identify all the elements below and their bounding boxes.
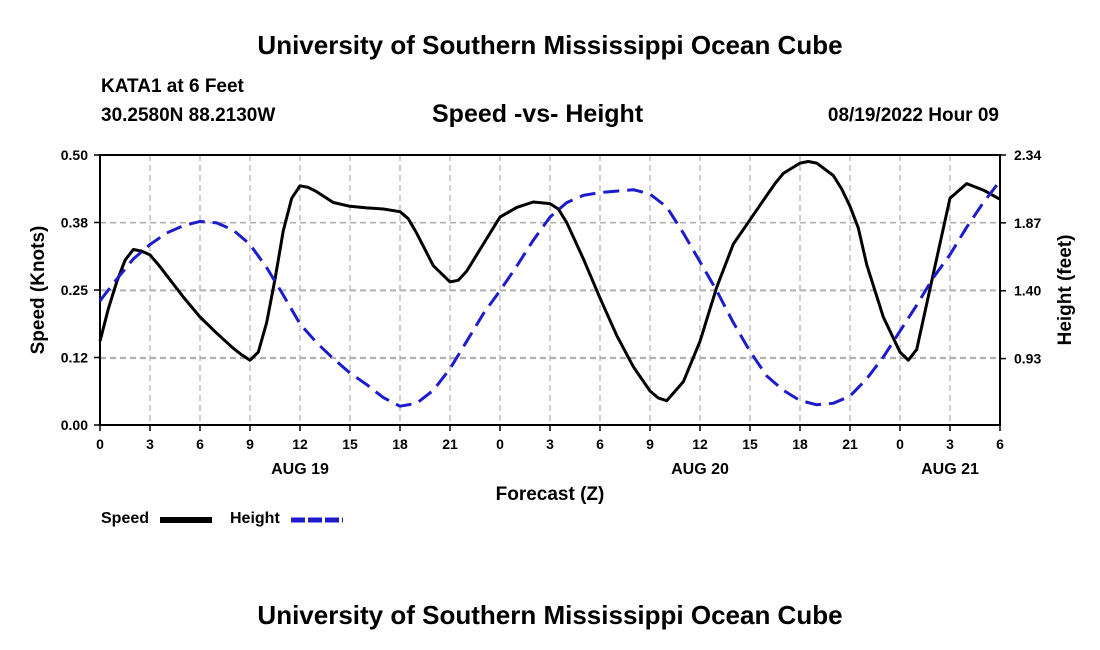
date-label: AUG 19 <box>271 461 329 478</box>
legend-height-swatch <box>291 517 343 523</box>
legend-height: Height <box>230 510 280 528</box>
station-label: KATA1 at 6 Feet <box>101 76 244 97</box>
coordinates-label: 30.2580N 88.2130W <box>101 105 276 126</box>
y-right-tick-label: 2.34 <box>1014 147 1041 163</box>
x-tick-label: 9 <box>646 436 654 452</box>
x-tick-label: 3 <box>546 436 554 452</box>
y-left-tick-label: 0.25 <box>61 282 88 298</box>
legend-speed-label: Speed <box>101 510 150 527</box>
x-tick-label: 21 <box>442 436 458 452</box>
x-tick-label: 3 <box>146 436 154 452</box>
series-lines <box>98 160 1002 408</box>
x-tick-label: 6 <box>596 436 604 452</box>
x-tick-label: 18 <box>792 436 808 452</box>
timestamp-label: 08/19/2022 Hour 09 <box>827 105 999 126</box>
x-tick-label: 15 <box>342 436 358 452</box>
y-left-tick-label: 0.12 <box>61 350 88 366</box>
y-left-tick-label: 0.00 <box>61 417 88 433</box>
x-tick-label: 21 <box>842 436 858 452</box>
x-tick-label: 0 <box>96 436 104 452</box>
y-right-tick-label: 1.40 <box>1014 283 1041 299</box>
y-axis-label-right: Height (feet) <box>1055 235 1076 346</box>
y-axis-label-left: Speed (Knots) <box>28 226 49 355</box>
y-left-tick-label: 0.50 <box>61 147 88 163</box>
legend-height-label: Height <box>230 510 280 527</box>
x-tick-label: 12 <box>292 436 308 452</box>
x-tick-label: 12 <box>692 436 708 452</box>
x-axis-label: Forecast (Z) <box>496 484 605 505</box>
y-right-tick-label: 0.93 <box>1014 351 1041 367</box>
title-bottom: University of Southern Mississippi Ocean… <box>257 600 843 630</box>
y-right-tick-label: 1.87 <box>1014 215 1041 231</box>
x-tick-label: 6 <box>196 436 204 452</box>
chart-title: Speed -vs- Height <box>432 100 644 128</box>
title-top: University of Southern Mississippi Ocean… <box>257 30 843 60</box>
series-line-speed <box>98 160 1001 403</box>
x-tick-label: 18 <box>392 436 408 452</box>
series-line-height <box>98 180 1002 408</box>
grid-lines <box>100 154 1000 425</box>
date-label: AUG 21 <box>921 461 979 478</box>
x-tick-label: 0 <box>496 436 504 452</box>
x-tick-label: 6 <box>996 436 1004 452</box>
legend-speed-swatch <box>160 517 212 523</box>
axis-ticks: 0 3 6 9 12 15 18 21 0 3 6 9 12 15 18 21 0 3 6 AUG 19 AUG 20 A… <box>61 147 1042 478</box>
date-label: AUG 20 <box>671 461 729 478</box>
x-tick-label: 15 <box>742 436 758 452</box>
y-left-tick-label: 0.38 <box>61 215 88 231</box>
x-tick-label: 9 <box>246 436 254 452</box>
legend-speed: Speed <box>101 510 149 528</box>
x-tick-label: 3 <box>946 436 954 452</box>
x-tick-label: 0 <box>896 436 904 452</box>
